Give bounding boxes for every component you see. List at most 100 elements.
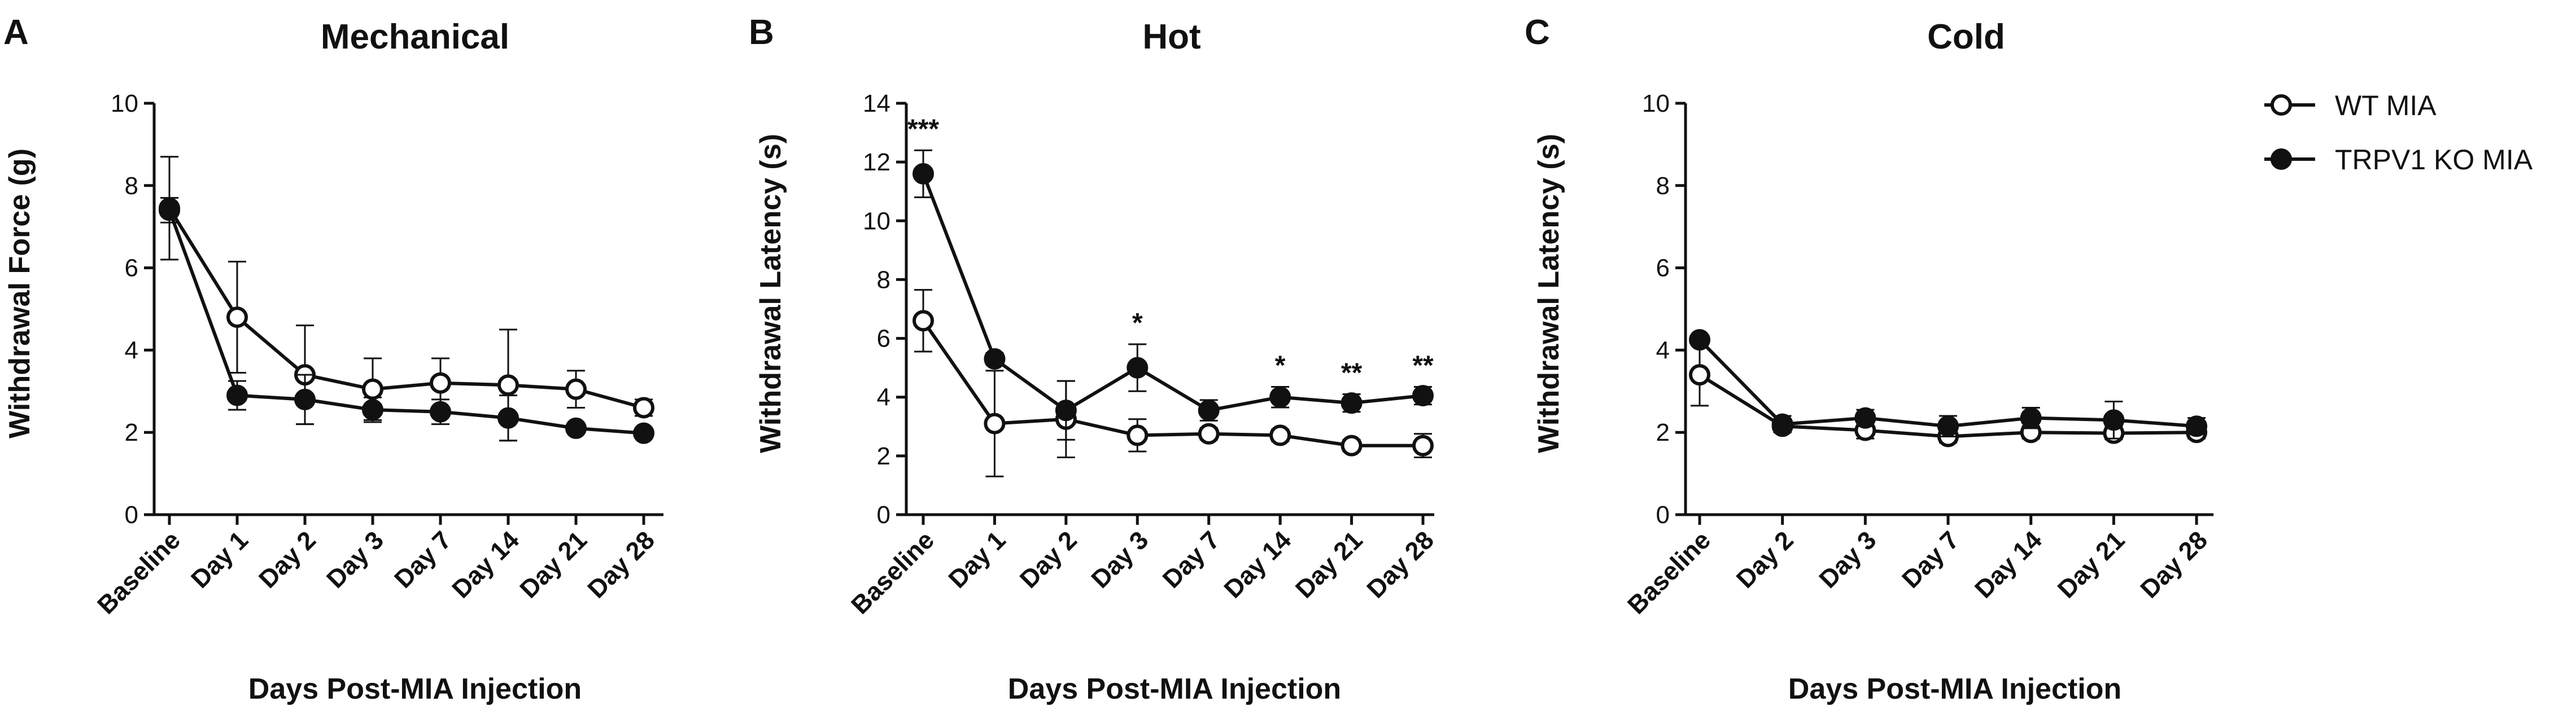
panel-mechanical: A Mechanical Withdrawal Force (g) Days P… bbox=[3, 13, 663, 705]
panel-letter-c: C bbox=[1525, 13, 1550, 52]
data-point-trpv1-ko-mia-day-21 bbox=[1341, 392, 1363, 414]
y-tick-label: 0 bbox=[877, 501, 890, 529]
significance-label-baseline: *** bbox=[907, 114, 939, 144]
x-tick-label-day-7: Day 7 bbox=[1157, 525, 1225, 594]
panel-letter-b: B bbox=[749, 13, 774, 52]
data-point-trpv1-ko-mia-day-21 bbox=[2103, 409, 2125, 431]
legend-item-wt-mia: WT MIA bbox=[2264, 90, 2437, 121]
data-point-wt-mia-day-21 bbox=[1341, 435, 1363, 457]
x-tick-label-day-7: Day 7 bbox=[1896, 525, 1964, 594]
y-tick-label: 6 bbox=[1656, 255, 1670, 282]
x-tick-label-baseline: Baseline bbox=[91, 525, 186, 620]
x-tick-label-day-21: Day 21 bbox=[2052, 525, 2130, 604]
series-line-wt-mia bbox=[168, 207, 644, 410]
data-point-trpv1-ko-mia-day-3 bbox=[1854, 407, 1876, 429]
data-point-trpv1-ko-mia-day-14 bbox=[2020, 407, 2042, 429]
y-tick-label: 4 bbox=[877, 384, 890, 411]
y-tick-label: 12 bbox=[863, 148, 890, 176]
data-point-wt-mia-day-28 bbox=[1412, 435, 1434, 457]
y-tick-label: 2 bbox=[125, 419, 138, 446]
y-tick-label: 0 bbox=[125, 501, 138, 529]
x-tick-label-day-3: Day 3 bbox=[1085, 525, 1154, 594]
data-point-trpv1-ko-mia-day-14 bbox=[497, 407, 519, 429]
data-point-wt-mia-day-21 bbox=[565, 378, 587, 400]
x-axis-label-mechanical: Days Post-MIA Injection bbox=[248, 673, 582, 705]
legend-open-circle-icon bbox=[2271, 94, 2292, 116]
significance-label-day-14: * bbox=[1275, 350, 1286, 380]
series-line-wt-mia bbox=[922, 319, 1423, 448]
y-tick-label: 2 bbox=[877, 442, 890, 470]
x-tick-label-day-21: Day 21 bbox=[1290, 525, 1368, 604]
y-tick-label: 8 bbox=[1656, 172, 1670, 200]
data-point-wt-mia-day-1 bbox=[984, 413, 1006, 435]
significance-label-day-3: * bbox=[1132, 308, 1143, 338]
y-axis-label-cold: Withdrawal Latency (s) bbox=[1532, 134, 1565, 453]
data-point-wt-mia-day-28 bbox=[633, 397, 654, 419]
data-point-wt-mia-day-1 bbox=[226, 306, 248, 328]
data-point-trpv1-ko-mia-day-7 bbox=[1198, 400, 1220, 422]
data-point-trpv1-ko-mia-day-28 bbox=[1412, 385, 1434, 407]
data-point-wt-mia-day-14 bbox=[1269, 424, 1291, 446]
y-tick-label: 14 bbox=[863, 90, 890, 117]
legend-item-trpv1-ko-mia: TRPV1 KO MIA bbox=[2264, 144, 2533, 176]
data-point-trpv1-ko-mia-day-21 bbox=[565, 417, 587, 439]
chart-title-hot: Hot bbox=[1142, 17, 1200, 56]
data-point-trpv1-ko-mia-day-14 bbox=[1269, 386, 1291, 408]
y-axis-label-hot: Withdrawal Latency (s) bbox=[754, 134, 787, 453]
y-tick-label: 4 bbox=[125, 336, 138, 364]
x-tick-label-baseline: Baseline bbox=[845, 525, 940, 620]
data-point-trpv1-ko-mia-day-7 bbox=[430, 401, 451, 423]
data-point-trpv1-ko-mia-day-1 bbox=[984, 348, 1006, 370]
data-point-wt-mia-baseline bbox=[1689, 364, 1710, 386]
y-tick-label: 10 bbox=[1642, 90, 1670, 117]
x-axis-label-cold: Days Post-MIA Injection bbox=[1788, 673, 2121, 705]
data-point-trpv1-ko-mia-day-7 bbox=[1937, 415, 1959, 437]
data-point-trpv1-ko-mia-baseline bbox=[912, 163, 934, 185]
x-tick-label-day-2: Day 2 bbox=[1014, 525, 1082, 594]
data-point-wt-mia-day-3 bbox=[362, 378, 383, 400]
x-tick-label-day-14: Day 14 bbox=[1969, 525, 2047, 604]
series-line-trpv1-ko-mia bbox=[168, 209, 644, 435]
x-tick-label-day-3: Day 3 bbox=[321, 525, 389, 594]
y-tick-label: 6 bbox=[877, 325, 890, 353]
legend-label-trpv1-ko-mia: TRPV1 KO MIA bbox=[2335, 144, 2533, 176]
x-tick-label-day-21: Day 21 bbox=[514, 525, 592, 604]
data-point-trpv1-ko-mia-baseline bbox=[1689, 329, 1710, 351]
panel-hot: B Hot Withdrawal Latency (s) Days Post-M… bbox=[749, 13, 1439, 705]
data-point-trpv1-ko-mia-day-3 bbox=[362, 399, 383, 421]
data-point-wt-mia-day-7 bbox=[1198, 423, 1220, 445]
x-tick-label-day-2: Day 2 bbox=[253, 525, 321, 594]
x-tick-label-day-14: Day 14 bbox=[446, 525, 525, 604]
legend-label-wt-mia: WT MIA bbox=[2335, 90, 2437, 121]
data-point-wt-mia-day-3 bbox=[1127, 424, 1149, 446]
chart-title-mechanical: Mechanical bbox=[321, 17, 509, 56]
data-point-trpv1-ko-mia-day-1 bbox=[226, 384, 248, 406]
panel-cold: C Cold Withdrawal Latency (s) Days Post-… bbox=[1525, 13, 2213, 705]
chart-title-cold: Cold bbox=[1927, 17, 2005, 56]
data-point-trpv1-ko-mia-day-2 bbox=[1055, 400, 1077, 422]
x-axis-label-hot: Days Post-MIA Injection bbox=[1008, 673, 1341, 705]
y-tick-label: 2 bbox=[1656, 419, 1670, 446]
y-tick-label: 10 bbox=[863, 207, 890, 235]
data-point-wt-mia-day-14 bbox=[497, 374, 519, 396]
x-tick-label-day-28: Day 28 bbox=[582, 525, 660, 604]
significance-label-day-21: ** bbox=[1341, 358, 1363, 388]
data-point-trpv1-ko-mia-day-3 bbox=[1127, 357, 1149, 379]
data-point-trpv1-ko-mia-day-2 bbox=[294, 388, 316, 410]
legend: WT MIA TRPV1 KO MIA bbox=[2264, 90, 2533, 176]
y-tick-label: 8 bbox=[877, 266, 890, 293]
x-tick-label-baseline: Baseline bbox=[1622, 525, 1716, 620]
data-point-trpv1-ko-mia-day-28 bbox=[2186, 415, 2207, 437]
y-tick-label: 6 bbox=[125, 255, 138, 282]
x-tick-label-day-3: Day 3 bbox=[1813, 525, 1881, 594]
legend-filled-circle-icon bbox=[2271, 148, 2292, 170]
y-tick-label: 0 bbox=[1656, 501, 1670, 529]
y-tick-label: 10 bbox=[111, 90, 138, 117]
x-tick-label-day-28: Day 28 bbox=[2134, 525, 2213, 604]
x-tick-label-day-1: Day 1 bbox=[185, 525, 254, 594]
x-tick-label-day-14: Day 14 bbox=[1219, 525, 1297, 604]
x-tick-label-day-28: Day 28 bbox=[1361, 525, 1439, 604]
